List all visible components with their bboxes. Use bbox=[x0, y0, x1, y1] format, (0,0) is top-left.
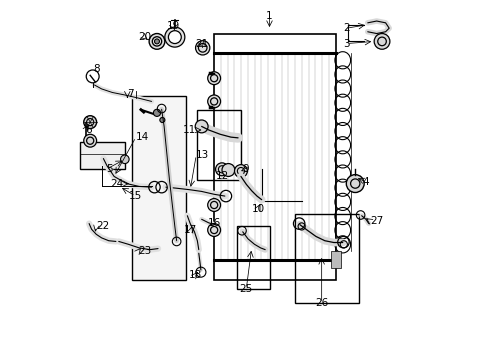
Circle shape bbox=[149, 33, 164, 49]
Circle shape bbox=[154, 39, 159, 44]
Text: 5: 5 bbox=[106, 164, 113, 174]
Text: 12: 12 bbox=[215, 171, 228, 181]
Text: 20: 20 bbox=[138, 32, 151, 42]
Circle shape bbox=[153, 109, 160, 116]
Circle shape bbox=[207, 224, 220, 237]
Text: 9: 9 bbox=[242, 164, 248, 174]
Text: 4: 4 bbox=[362, 177, 368, 187]
Text: 6: 6 bbox=[85, 125, 92, 135]
Text: 27: 27 bbox=[369, 216, 383, 226]
Circle shape bbox=[234, 165, 247, 177]
Text: 7: 7 bbox=[127, 89, 134, 99]
Bar bbox=[214, 33, 335, 280]
Text: 19: 19 bbox=[166, 21, 179, 31]
Text: 17: 17 bbox=[184, 225, 197, 235]
Circle shape bbox=[195, 120, 207, 133]
Text: 16: 16 bbox=[207, 218, 220, 228]
Text: 23: 23 bbox=[138, 247, 151, 256]
Circle shape bbox=[83, 134, 97, 147]
Circle shape bbox=[215, 163, 228, 176]
Circle shape bbox=[207, 95, 220, 108]
Text: 11: 11 bbox=[183, 125, 196, 135]
Bar bbox=[294, 214, 358, 303]
Text: 18: 18 bbox=[188, 270, 202, 280]
Text: 14: 14 bbox=[136, 132, 149, 142]
Text: 24: 24 bbox=[110, 179, 123, 189]
Bar bbox=[197, 111, 241, 180]
Circle shape bbox=[346, 175, 364, 193]
Bar bbox=[132, 96, 185, 280]
Text: 10: 10 bbox=[251, 203, 264, 213]
Text: 22: 22 bbox=[96, 221, 109, 231]
Circle shape bbox=[160, 117, 164, 122]
Bar bbox=[237, 226, 269, 289]
Circle shape bbox=[195, 41, 209, 55]
Text: 26: 26 bbox=[314, 298, 327, 308]
Circle shape bbox=[168, 31, 181, 44]
Circle shape bbox=[121, 155, 129, 163]
Text: 1: 1 bbox=[265, 11, 272, 21]
Circle shape bbox=[83, 116, 97, 129]
Circle shape bbox=[373, 33, 389, 49]
Text: 3: 3 bbox=[343, 39, 349, 49]
Text: 8: 8 bbox=[93, 64, 100, 74]
Bar bbox=[331, 251, 340, 267]
Circle shape bbox=[164, 27, 184, 47]
Bar bbox=[80, 143, 124, 169]
Text: 13: 13 bbox=[196, 150, 209, 160]
Circle shape bbox=[152, 37, 162, 46]
Circle shape bbox=[222, 163, 234, 176]
Text: 15: 15 bbox=[129, 191, 142, 201]
Circle shape bbox=[207, 199, 220, 211]
Text: 25: 25 bbox=[239, 284, 252, 294]
Text: 21: 21 bbox=[195, 39, 208, 49]
Circle shape bbox=[207, 72, 220, 85]
Text: 2: 2 bbox=[343, 23, 349, 33]
